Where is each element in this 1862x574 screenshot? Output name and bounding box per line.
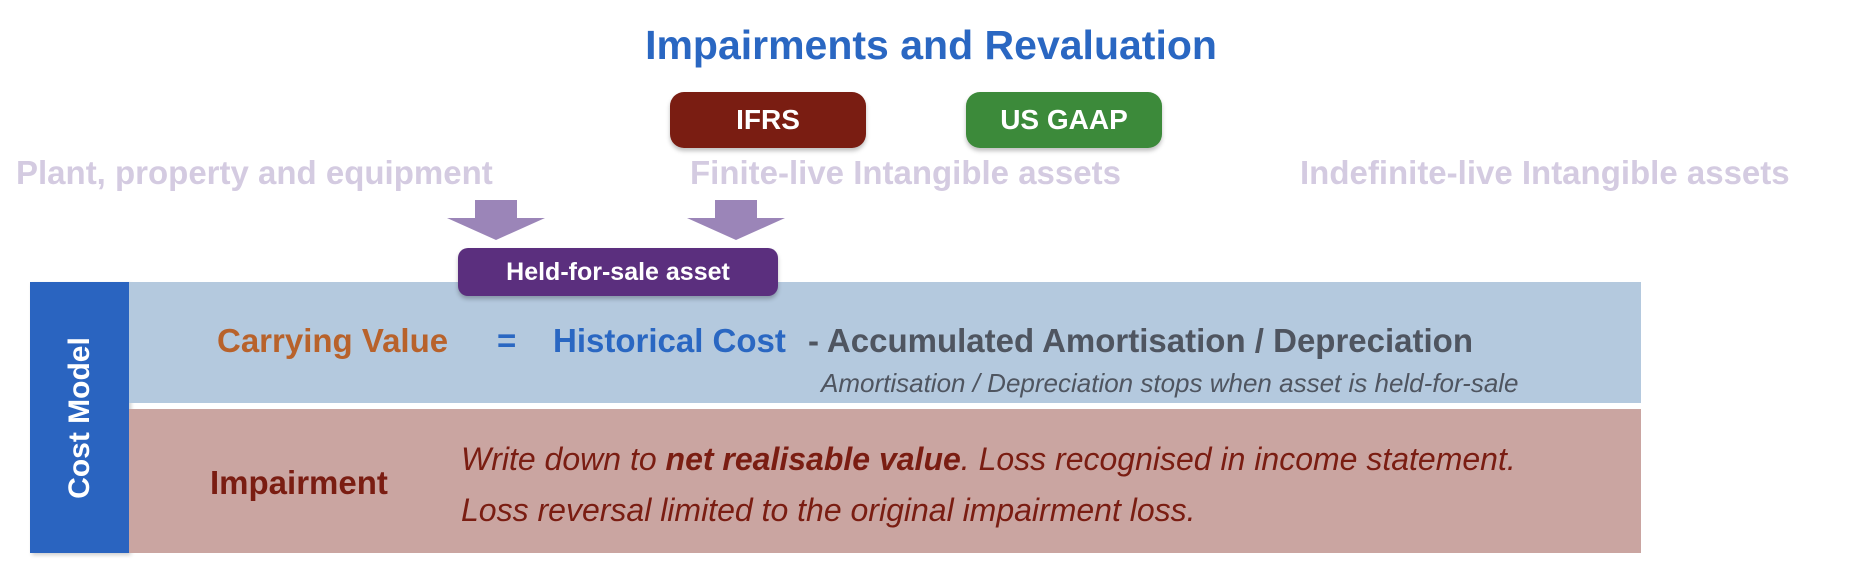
- depreciation-stop-note: Amortisation / Depreciation stops when a…: [821, 368, 1519, 398]
- ifrs-badge: IFRS: [670, 92, 866, 148]
- impairment-rule-line1: Write down to net realisable value. Loss…: [461, 441, 1516, 478]
- cost-model-label: Cost Model: [62, 336, 96, 499]
- cost-model-bar: Cost Model: [30, 282, 129, 553]
- category-finite-intangibles: Finite-live Intangible assets: [690, 154, 1121, 191]
- down-arrow-icon: [687, 200, 785, 240]
- equals-sign: =: [497, 322, 517, 359]
- held-for-sale-badge: Held-for-sale asset: [458, 248, 778, 296]
- category-ppe: Plant, property and equipment: [16, 154, 493, 191]
- impairment-rule-pre: Write down to: [461, 441, 666, 477]
- accumulated-depreciation-label: - Accumulated Amortisation / Depreciatio…: [808, 322, 1473, 359]
- impairment-label: Impairment: [210, 464, 388, 501]
- category-indefinite-intangibles: Indefinite-live Intangible assets: [1300, 154, 1790, 191]
- impairment-rule-post: . Loss recognised in income statement.: [960, 441, 1516, 477]
- impairment-band: [129, 409, 1641, 553]
- historical-cost-label: Historical Cost: [553, 322, 786, 359]
- carrying-value-band: [129, 282, 1641, 403]
- down-arrow-icon: [447, 200, 545, 240]
- page-title: Impairments and Revaluation: [645, 22, 1217, 68]
- impairment-rule-line2: Loss reversal limited to the original im…: [461, 492, 1196, 528]
- carrying-value-label: Carrying Value: [217, 322, 449, 359]
- net-realisable-value: net realisable value: [665, 441, 961, 477]
- us-gaap-badge: US GAAP: [966, 92, 1162, 148]
